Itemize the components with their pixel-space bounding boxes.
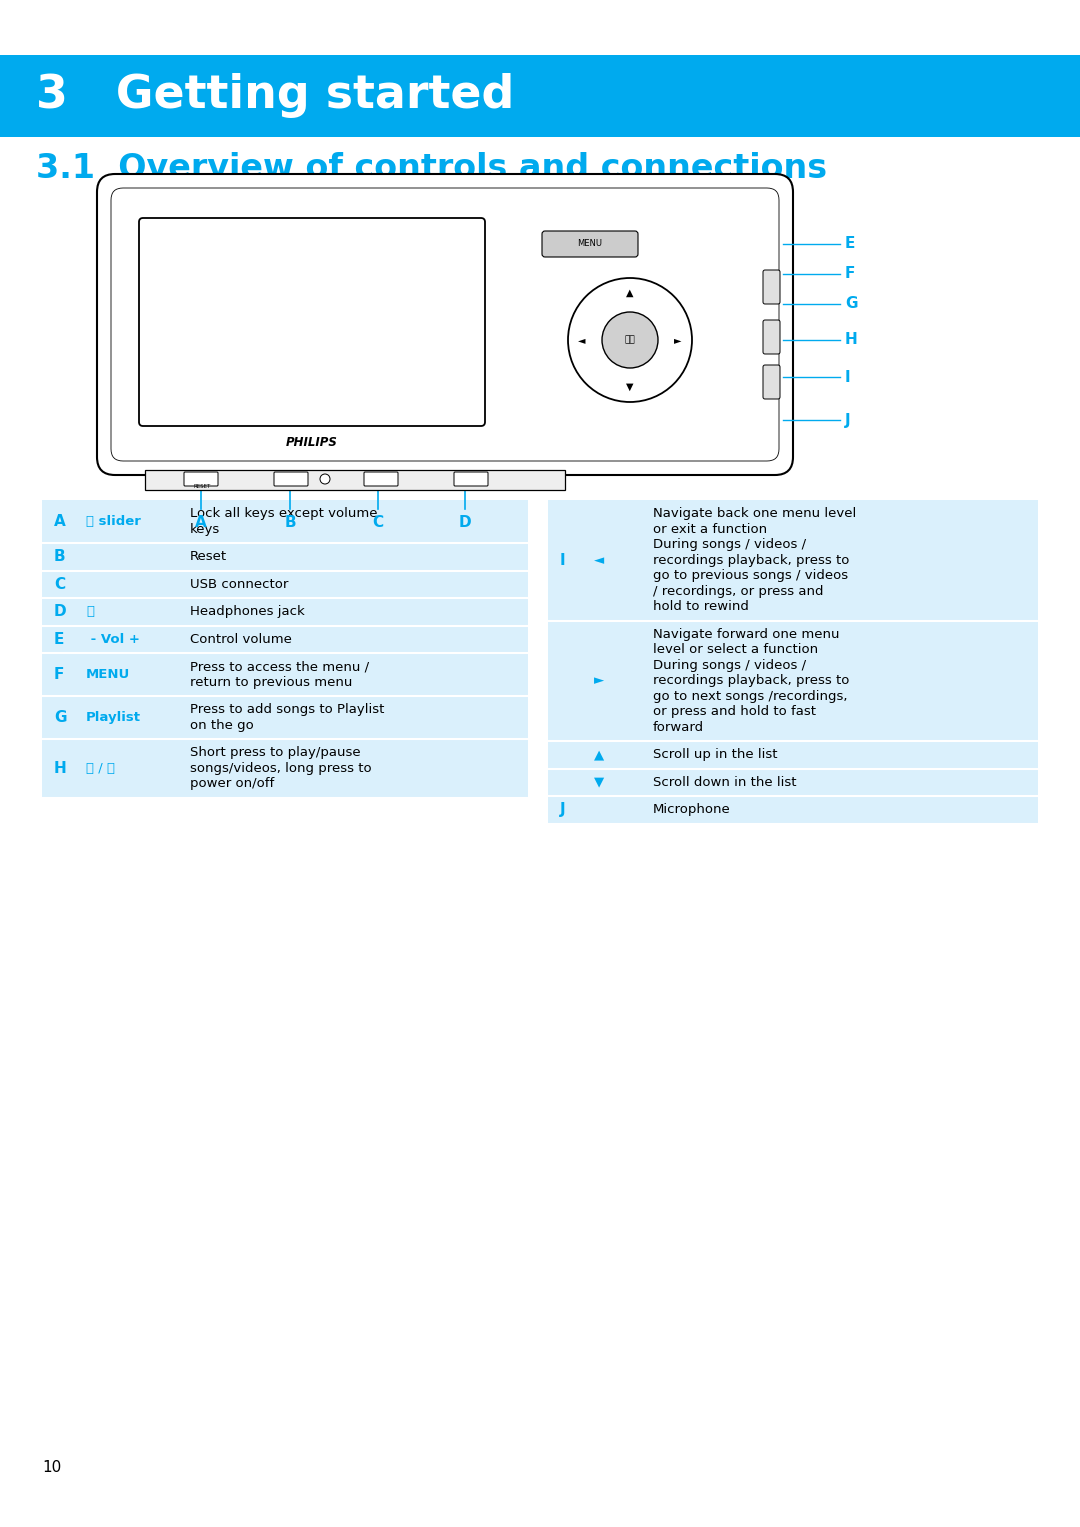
Text: 3.1  Overview of controls and connections: 3.1 Overview of controls and connections: [36, 151, 827, 185]
Text: or press and hold to fast: or press and hold to fast: [653, 705, 816, 718]
Text: C: C: [54, 577, 65, 592]
FancyBboxPatch shape: [762, 270, 780, 304]
FancyBboxPatch shape: [454, 472, 488, 486]
Bar: [42, 571, 528, 599]
Text: ◄: ◄: [578, 334, 585, 345]
Bar: [42, 626, 528, 654]
Text: songs/videos, long press to: songs/videos, long press to: [190, 762, 372, 774]
Text: Microphone: Microphone: [653, 803, 731, 817]
Text: USB connector: USB connector: [190, 577, 288, 591]
Text: D: D: [459, 515, 471, 530]
Text: Playlist: Playlist: [86, 712, 141, 724]
Text: Short press to play/pause: Short press to play/pause: [190, 747, 361, 759]
FancyBboxPatch shape: [542, 231, 638, 257]
Circle shape: [568, 278, 692, 402]
Text: G: G: [845, 296, 858, 312]
Text: ►: ►: [594, 675, 604, 687]
Text: go to next songs /recordings,: go to next songs /recordings,: [653, 690, 848, 702]
Text: Reset: Reset: [190, 550, 227, 563]
Text: ▲: ▲: [594, 748, 604, 762]
Text: Headphones jack: Headphones jack: [190, 605, 305, 618]
Text: H: H: [845, 333, 858, 348]
Text: ▼: ▼: [626, 382, 634, 392]
Text: ▼: ▼: [594, 776, 604, 789]
Text: forward: forward: [653, 721, 704, 734]
Text: RESET: RESET: [193, 484, 211, 489]
Text: or exit a function: or exit a function: [653, 522, 767, 536]
Text: Lock all keys except volume: Lock all keys except volume: [190, 507, 378, 521]
Text: go to previous songs / videos: go to previous songs / videos: [653, 570, 848, 582]
Text: D: D: [54, 605, 67, 620]
Text: ▲: ▲: [626, 289, 634, 298]
FancyBboxPatch shape: [97, 174, 793, 475]
FancyBboxPatch shape: [762, 365, 780, 399]
FancyBboxPatch shape: [364, 472, 399, 486]
Text: H: H: [54, 760, 67, 776]
Text: 3   Getting started: 3 Getting started: [36, 73, 514, 119]
Bar: [42, 654, 528, 696]
Bar: [42, 696, 528, 739]
Text: E: E: [54, 632, 65, 647]
Text: F: F: [54, 667, 65, 683]
Text: Scroll down in the list: Scroll down in the list: [653, 776, 797, 789]
Text: Navigate back one menu level: Navigate back one menu level: [653, 507, 856, 521]
Text: I: I: [561, 553, 566, 568]
FancyBboxPatch shape: [274, 472, 308, 486]
Text: F: F: [845, 267, 855, 281]
Bar: [548, 499, 1038, 620]
Bar: [42, 544, 528, 571]
FancyBboxPatch shape: [762, 321, 780, 354]
Bar: [42, 499, 528, 544]
Text: I: I: [845, 370, 851, 385]
Bar: [0, 55, 1080, 137]
Text: A: A: [195, 515, 207, 530]
Text: During songs / videos /: During songs / videos /: [653, 658, 806, 672]
Text: ◄: ◄: [594, 554, 604, 567]
Text: MENU: MENU: [86, 667, 131, 681]
Text: E: E: [845, 237, 855, 252]
Text: B: B: [284, 515, 296, 530]
Circle shape: [320, 473, 330, 484]
Text: - Vol +: - Vol +: [86, 632, 140, 646]
Text: level or select a function: level or select a function: [653, 643, 819, 657]
Bar: [548, 620, 1038, 741]
FancyBboxPatch shape: [184, 472, 218, 486]
Text: Press to access the menu /: Press to access the menu /: [190, 660, 369, 673]
Text: J: J: [845, 412, 851, 428]
Text: MENU: MENU: [578, 240, 603, 249]
Bar: [42, 599, 528, 626]
Text: J: J: [561, 802, 566, 817]
Text: Control volume: Control volume: [190, 632, 292, 646]
Bar: [548, 768, 1038, 796]
Bar: [42, 739, 528, 797]
Text: recordings playback, press to: recordings playback, press to: [653, 675, 849, 687]
Text: recordings playback, press to: recordings playback, press to: [653, 554, 849, 567]
Text: Scroll up in the list: Scroll up in the list: [653, 748, 778, 762]
Text: hold to rewind: hold to rewind: [653, 600, 748, 614]
Text: During songs / videos /: During songs / videos /: [653, 538, 806, 551]
Text: on the go: on the go: [190, 719, 254, 731]
Text: / recordings, or press and: / recordings, or press and: [653, 585, 824, 597]
Text: A: A: [54, 515, 66, 528]
Text: B: B: [54, 550, 66, 565]
Text: ⏽⏯: ⏽⏯: [624, 336, 635, 345]
Bar: [145, 470, 565, 490]
Bar: [548, 796, 1038, 823]
Text: Navigate forward one menu: Navigate forward one menu: [653, 628, 839, 641]
Text: return to previous menu: return to previous menu: [190, 676, 352, 689]
Circle shape: [602, 312, 658, 368]
Text:  slider:  slider: [86, 515, 140, 528]
Text: G: G: [54, 710, 67, 725]
Bar: [548, 741, 1038, 768]
Text: 🎧: 🎧: [86, 605, 94, 618]
FancyBboxPatch shape: [139, 218, 485, 426]
Text: ⏽ / ⏯: ⏽ / ⏯: [86, 762, 114, 774]
Text: ►: ►: [674, 334, 681, 345]
Text: 10: 10: [42, 1460, 62, 1475]
Text: power on/off: power on/off: [190, 777, 274, 791]
Text: PHILIPS: PHILIPS: [286, 437, 338, 449]
Text: C: C: [373, 515, 383, 530]
Text: keys: keys: [190, 522, 220, 536]
Text: Press to add songs to Playlist: Press to add songs to Playlist: [190, 704, 384, 716]
